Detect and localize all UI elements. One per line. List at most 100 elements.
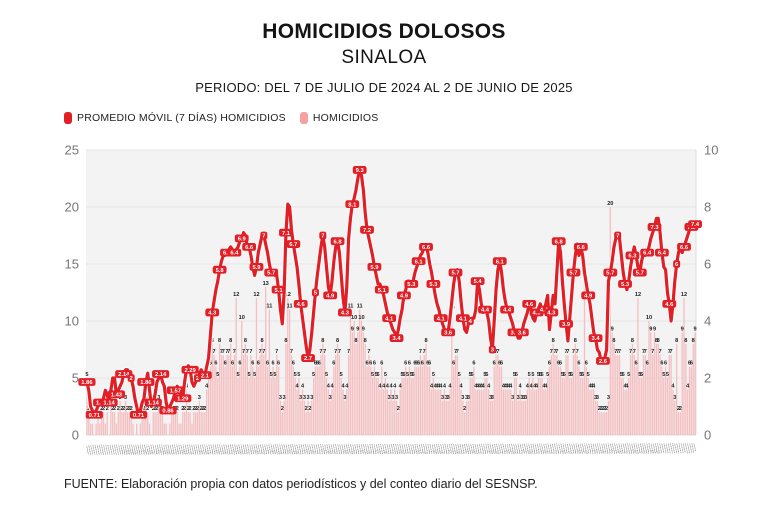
bar-value-label: 2 (126, 406, 129, 412)
homicides-bar (550, 355, 552, 435)
homicides-bar (548, 366, 551, 435)
bar-value-label: 6 (585, 361, 588, 367)
homicides-bar (430, 389, 433, 435)
homicides-bar (427, 366, 429, 435)
bar-value-label: 3 (489, 395, 492, 401)
bar-value-label: 7 (246, 349, 249, 355)
moving-average-label-pill (522, 300, 537, 308)
homicides-bar (499, 366, 501, 435)
bar-value-label: 4 (430, 383, 434, 389)
moving-average-label: 4.3 (547, 311, 556, 317)
homicides-bar (663, 378, 665, 435)
moving-average-label-pill (286, 240, 301, 248)
homicides-bar (521, 400, 523, 435)
homicides-bar (346, 389, 348, 435)
bar-value-label: 5 (377, 372, 380, 378)
homicides-bar (414, 366, 416, 435)
bar-value-label: 6 (369, 361, 372, 367)
bar-value-label: 3 (299, 395, 302, 401)
bar-value-label: 5 (325, 372, 328, 378)
bar-value-label: 5 (294, 372, 297, 378)
moving-average-label: 6.4 (658, 251, 667, 257)
homicides-bar (207, 378, 210, 435)
homicides-bar (390, 389, 392, 435)
homicides-bar (583, 252, 586, 435)
moving-average-label-pill (500, 305, 514, 314)
homicides-bar (517, 400, 519, 435)
homicides-bar (355, 343, 357, 435)
moving-average-label-pill (323, 291, 338, 300)
homicides-bar (401, 378, 403, 435)
moving-average-label-pill (596, 357, 610, 365)
bar-value-label: 8 (260, 338, 263, 344)
homicides-bar (604, 412, 606, 435)
moving-average-label-pill (205, 308, 220, 317)
homicides-bar (250, 355, 252, 435)
bar-value-label: 3 (522, 395, 525, 401)
homicides-bar (360, 321, 363, 435)
right-axis-tick-label: 2 (704, 371, 711, 386)
left-axis-tick-label: 25 (65, 143, 79, 158)
homicides-bar (410, 378, 412, 435)
homicides-bar (95, 423, 97, 435)
homicides-bar (653, 332, 656, 435)
homicides-bar (464, 412, 466, 435)
homicides-bar (163, 423, 165, 435)
homicides-bar (547, 378, 549, 435)
bar-value-label: 5 (570, 372, 573, 378)
bar-value-label: 5 (666, 372, 669, 378)
homicides-bar (587, 378, 589, 435)
bar-value-label: 5 (485, 372, 488, 378)
bar-value-label: 6 (688, 361, 691, 367)
moving-average-label: 4.9 (400, 293, 409, 299)
bar-value-label: 2 (677, 406, 680, 412)
moving-average-label: 6.4 (230, 251, 239, 257)
moving-average-label: 2.29 (184, 368, 196, 374)
moving-average-label-pill (338, 308, 352, 317)
moving-average-label-pill (234, 234, 249, 243)
moving-average-label-pill (152, 370, 170, 378)
bar-value-label: 9 (694, 326, 697, 332)
bar-value-label: 6 (664, 361, 667, 367)
homicides-bar (322, 343, 324, 435)
homicides-bar (386, 389, 388, 435)
homicides-bar (287, 298, 289, 435)
moving-average-label: 6.6 (422, 245, 431, 251)
bar-value-label: 6 (498, 361, 501, 367)
bar-value-label: 4 (205, 383, 209, 389)
bar-value-label: 5 (561, 372, 564, 378)
bar-value-label: 4 (506, 383, 510, 389)
moving-average-label-pill (618, 280, 632, 288)
homicides-bar (224, 366, 226, 435)
legend-label-moving-average: PROMEDIO MÓVIL (7 DÍAS) HOMICIDIOS (77, 112, 286, 124)
homicides-bar (609, 207, 611, 435)
homicides-bar (458, 378, 460, 435)
homicides-bar (143, 412, 145, 435)
bar-value-label: 6 (209, 361, 212, 367)
homicides-bar (196, 412, 199, 435)
homicides-bar (598, 412, 600, 435)
homicides-bar (515, 378, 517, 435)
homicides-bar (136, 423, 138, 435)
homicides-bar (130, 412, 132, 435)
moving-average-label: 6.1 (496, 259, 505, 265)
homicides-bar (200, 412, 202, 435)
homicides-bar (447, 400, 449, 435)
homicides-bar (681, 332, 683, 435)
homicides-bar (270, 378, 272, 435)
moving-average-label-pill (127, 374, 135, 382)
left-axis-tick-label: 0 (72, 428, 79, 443)
bar-value-label: 7 (262, 349, 265, 355)
bar-value-label: 7 (213, 349, 216, 355)
homicides-bar (268, 309, 271, 435)
bar-value-label: 5 (236, 372, 239, 378)
moving-average-label: 5.1 (275, 288, 284, 294)
homicides-bar (382, 389, 385, 435)
moving-average-label-pill (488, 345, 496, 354)
bar-value-label: 4 (437, 383, 441, 389)
bar-value-label: 2 (203, 406, 206, 412)
bar-value-label: 5 (638, 372, 641, 378)
bar-value-label: 2 (120, 406, 123, 412)
homicides-bar (253, 378, 256, 435)
homicides-bar (338, 355, 341, 435)
